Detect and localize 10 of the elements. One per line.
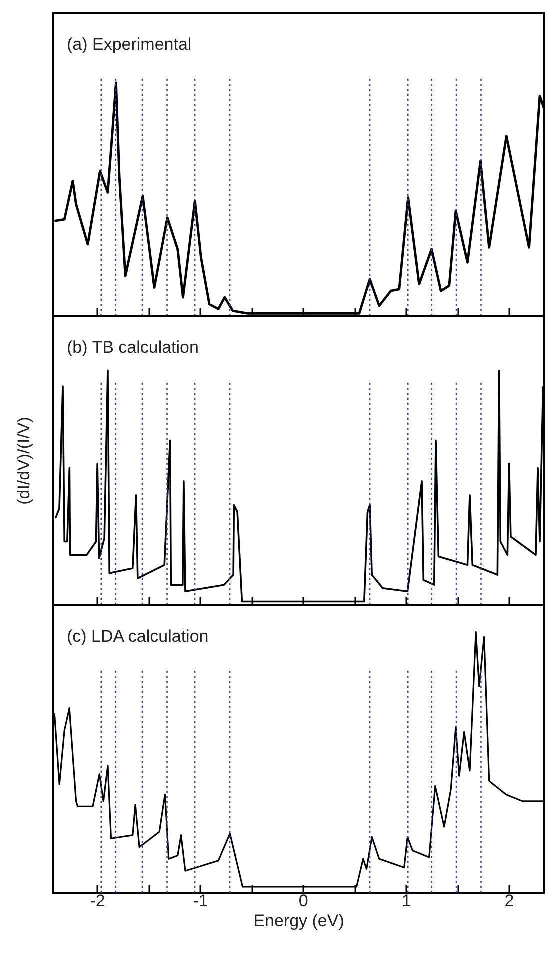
x-axis-title: Energy (eV)	[254, 912, 344, 930]
chart-title: (a) Experimental	[67, 35, 192, 54]
x-tick-label: -1	[193, 892, 208, 910]
chart-title: (b) TB calculation	[67, 338, 199, 357]
y-axis-title: (dI/dV)/(I/V)	[14, 417, 34, 505]
x-tick-label: -2	[90, 892, 106, 910]
x-tick-label: 1	[402, 892, 412, 910]
x-tick-label: 0	[298, 892, 308, 910]
x-tick-label: 2	[504, 892, 514, 910]
chart-title: (c) LDA calculation	[67, 627, 209, 646]
